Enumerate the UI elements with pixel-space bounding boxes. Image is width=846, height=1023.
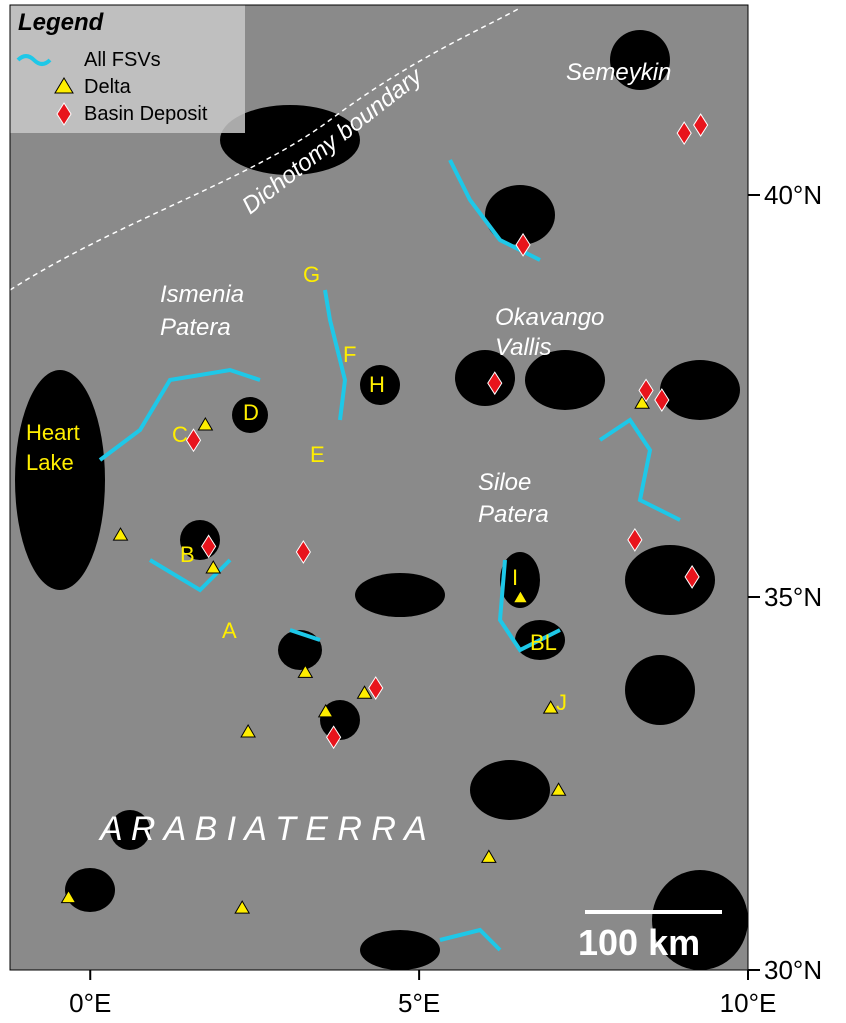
place-name: Semeykin [566, 59, 671, 86]
place-name: Okavango [495, 304, 604, 331]
basin-letter: G [303, 262, 320, 287]
basin-letter: BL [530, 630, 557, 655]
scale-label: 100 km [578, 922, 700, 963]
place-name: Vallis [495, 334, 551, 361]
place-name: Lake [26, 450, 74, 475]
basin-letter: J [556, 690, 567, 715]
place-name: Siloe [478, 469, 531, 496]
map-figure: Legend All FSVs Delta Basin Deposit Dich… [0, 0, 846, 1023]
x-tick-label: 0°E [69, 988, 111, 1018]
basin-letter: A [222, 618, 237, 643]
x-tick-label: 10°E [720, 988, 777, 1018]
legend-item: Basin Deposit [84, 103, 208, 125]
basin-letter: C [172, 422, 188, 447]
x-tick-label: 5°E [398, 988, 440, 1018]
basin-letter: I [512, 565, 518, 590]
basin-letter: E [310, 442, 325, 467]
y-tick-label: 30°N [764, 955, 822, 985]
place-name: Patera [160, 314, 231, 341]
y-tick-label: 35°N [764, 582, 822, 612]
legend-item: All FSVs [84, 49, 161, 71]
legend-title: Legend [18, 9, 105, 36]
basin-letter: B [180, 542, 195, 567]
basin-letter: H [369, 372, 385, 397]
basin-letter: F [343, 342, 356, 367]
place-name: Patera [478, 501, 549, 528]
y-tick-label: 40°N [764, 180, 822, 210]
place-name: Ismenia [160, 281, 244, 308]
basin-letter: D [243, 400, 259, 425]
region-name: A R A B I A T E R R A [98, 810, 427, 848]
legend-item: Delta [84, 76, 132, 98]
place-name: Heart [26, 420, 80, 445]
